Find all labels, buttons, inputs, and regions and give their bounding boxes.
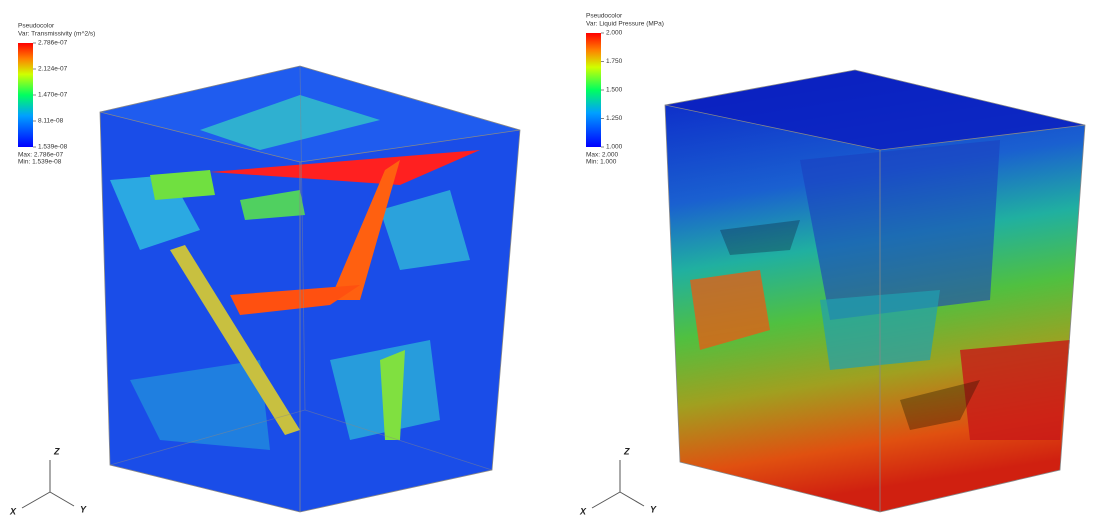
pressure-render-right <box>664 69 1086 513</box>
legend-tick-label: 1.539e-08 <box>38 144 68 151</box>
legend-title: Pseudocolor <box>586 13 623 20</box>
legend-tick-label: 1.000 <box>606 144 623 151</box>
axis-z-label: Z <box>53 446 60 456</box>
legend-title: Pseudocolor <box>18 23 55 30</box>
legend-tick-label: 1.470e-07 <box>38 92 68 99</box>
legend-min: Min: 1.539e-08 <box>18 159 62 166</box>
legend-tick-label: 2.000 <box>606 30 623 37</box>
legend-tick-label: 2.124e-07 <box>38 66 68 73</box>
axis-x <box>591 491 621 509</box>
legend-tick-label: 2.786e-07 <box>38 40 68 47</box>
legend-tick-label: 8.11e-08 <box>38 118 64 125</box>
axis-x <box>21 491 51 509</box>
axis-x-label: X <box>9 506 17 516</box>
axis-y <box>619 491 645 507</box>
colorbar <box>18 43 33 147</box>
legend-variable: Var: Transmissivity (m^2/s) <box>18 31 95 38</box>
axis-z-label: Z <box>623 446 630 456</box>
legend-tick-label: 1.500 <box>606 87 623 94</box>
colorbar <box>586 33 601 147</box>
axis-y <box>49 491 75 507</box>
legend-max: Max: 2.786e-07 <box>18 152 64 159</box>
legend-tick-label: 1.750 <box>606 58 623 65</box>
legend-tick-label: 1.250 <box>606 115 623 122</box>
fracture-render-left <box>99 65 521 513</box>
axis-x-label: X <box>579 506 587 516</box>
legend-min: Min: 1.000 <box>586 159 617 166</box>
legend-variable: Var: Liquid Pressure (MPa) <box>586 21 664 28</box>
legend-max: Max: 2.000 <box>586 152 619 159</box>
axis-y-label: Y <box>80 504 87 514</box>
axis-y-label: Y <box>650 504 657 514</box>
